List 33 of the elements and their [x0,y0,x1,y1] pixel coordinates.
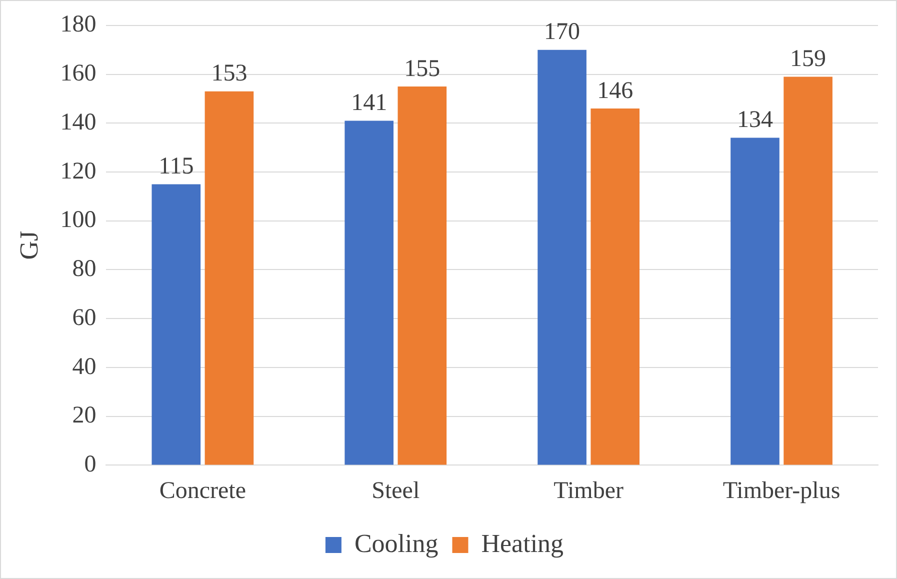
data-label: 146 [597,78,634,104]
y-tick-label: 20 [72,402,96,429]
y-tick-label: 80 [72,256,96,282]
bar [730,138,780,465]
bar [590,108,640,465]
data-label: 170 [544,19,580,46]
x-tick-label: Steel [372,478,420,504]
data-label: 153 [211,60,248,87]
bar [344,120,394,465]
bar [538,50,586,465]
y-axis-title: GJ [14,230,44,260]
y-tick-label: 140 [60,109,96,136]
data-label: 141 [351,90,388,116]
legend-label: Heating [481,528,564,558]
bar [398,86,447,465]
y-tick-label: 120 [60,158,96,184]
y-tick-label: 60 [72,304,96,331]
x-tick-label: Concrete [159,478,246,504]
y-tick-label: 40 [72,354,96,380]
data-label: 115 [158,154,194,180]
y-tick-label: 100 [60,207,96,234]
data-label: 159 [790,46,826,72]
y-tick-label: 160 [60,60,96,87]
bar [784,76,832,465]
bar [152,184,201,465]
y-tick-label: 0 [84,451,96,478]
data-label: 134 [736,107,773,134]
data-label: 155 [404,56,440,82]
y-tick-label: 180 [60,12,96,38]
bar [204,91,254,465]
x-tick-label: Timber-plus [722,478,840,504]
x-tick-label: Timber [554,478,624,504]
legend-label: Cooling [354,528,438,558]
